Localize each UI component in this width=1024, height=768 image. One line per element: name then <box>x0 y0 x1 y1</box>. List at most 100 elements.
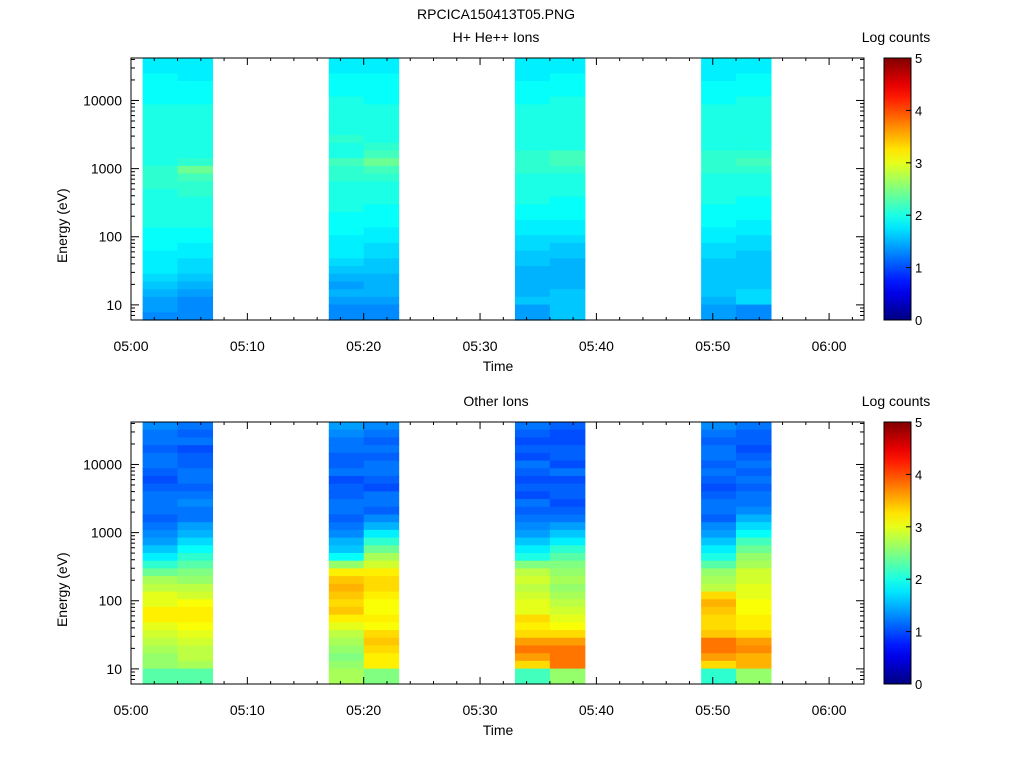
spectrogram-cell <box>142 591 179 600</box>
spectrogram-cell <box>328 630 365 639</box>
spectrogram-cell <box>514 606 551 616</box>
spectrogram-cell <box>736 537 772 546</box>
spectrogram-cell <box>328 429 365 439</box>
spectrogram-cell <box>328 568 365 577</box>
spectrogram-cell <box>549 491 586 500</box>
spectrogram-cell <box>328 273 365 283</box>
spectrogram-cell <box>514 583 551 593</box>
spectrogram-cell <box>701 483 737 492</box>
spectrogram-cell <box>549 499 586 508</box>
spectrogram-cell <box>363 189 400 198</box>
spectrogram-cell <box>177 142 214 152</box>
spectrogram-cell <box>328 181 365 190</box>
spectrogram-cell <box>549 553 586 562</box>
spectrogram-cell <box>514 242 551 252</box>
spectrogram-cell <box>701 522 737 531</box>
y-tick-label: 10 <box>106 297 122 313</box>
spectrogram-cell <box>701 460 737 469</box>
spectrogram-cell <box>549 568 586 577</box>
spectrogram-cell <box>549 142 586 152</box>
spectrogram-cell <box>549 622 586 631</box>
spectrogram-cell <box>549 475 586 485</box>
spectrogram-cell <box>701 529 737 539</box>
spectrogram-cell <box>328 173 365 182</box>
spectrogram-cell <box>701 104 737 113</box>
spectrogram-cell <box>363 88 400 98</box>
spectrogram-cell <box>363 119 400 128</box>
spectrogram-cell <box>549 135 586 144</box>
spectrogram-cell <box>736 668 772 677</box>
spectrogram-cell <box>549 158 586 167</box>
spectrogram-cell <box>328 637 365 647</box>
spectrogram-cell <box>328 583 365 593</box>
spectrogram-cell <box>514 227 551 236</box>
spectrogram-cell <box>549 127 586 136</box>
spectrogram-cell <box>549 468 586 477</box>
spectrogram-cell <box>549 242 586 252</box>
spectrogram-cell <box>514 165 551 175</box>
spectrogram-cell <box>549 104 586 113</box>
spectrogram-cell <box>142 58 179 67</box>
spectrogram-cell <box>142 304 179 313</box>
spectrogram-cell <box>142 189 179 198</box>
y-tick-label: 100 <box>99 229 123 245</box>
spectrogram-cell <box>701 445 737 454</box>
spectrogram-cell <box>142 73 179 82</box>
spectrogram-cell <box>363 499 400 508</box>
spectrogram-cell <box>549 445 586 454</box>
colorbar-tick-label: 1 <box>915 625 922 640</box>
spectrogram-cell <box>142 250 179 259</box>
spectrogram-cell <box>363 242 400 252</box>
spectrogram-cell <box>363 491 400 500</box>
spectrogram-cell <box>142 599 179 608</box>
spectrogram-cell <box>514 529 551 539</box>
spectrogram-cell <box>701 96 737 105</box>
x-tick-label: 05:50 <box>695 702 730 718</box>
spectrogram-cell <box>549 676 586 685</box>
spectrogram-cell <box>736 242 772 252</box>
spectrogram-cell <box>514 560 551 570</box>
spectrogram-cell <box>736 58 772 67</box>
spectrogram-cell <box>142 460 179 469</box>
spectrogram-cell <box>514 514 551 523</box>
spectrogram-cell <box>701 281 737 290</box>
spectrogram-cell <box>549 81 586 90</box>
spectrogram-cell <box>363 445 400 454</box>
spectrogram-cell <box>549 204 586 213</box>
spectrogram-cell <box>328 437 365 446</box>
spectrogram-cell <box>328 65 365 75</box>
spectrogram-cell <box>328 227 365 236</box>
colorbar-ticks <box>906 57 911 321</box>
spectrogram-cell <box>328 158 365 167</box>
spectrogram-cell <box>514 437 551 446</box>
spectrogram-cell <box>363 668 400 677</box>
spectrogram-cell <box>142 614 179 623</box>
spectrogram-cell <box>363 591 400 600</box>
spectrogram-cell <box>142 266 179 275</box>
spectrogram-cell <box>363 142 400 152</box>
spectrogram-cell <box>363 614 400 623</box>
spectrogram-cell <box>549 460 586 469</box>
spectrogram-cell <box>736 653 772 662</box>
spectrogram-cell <box>549 422 586 431</box>
spectrogram-cell <box>514 312 551 321</box>
colorbar: Log counts 0 1 2 3 4 5 <box>862 29 931 328</box>
spectrogram-cell <box>736 81 772 90</box>
spectrogram-cell <box>701 127 737 136</box>
spectrogram-cell <box>328 653 365 662</box>
spectrogram-cell <box>701 614 737 623</box>
spectrogram-cell <box>549 560 586 570</box>
spectrogram-cell <box>328 491 365 500</box>
spectrogram-cell <box>701 196 737 206</box>
y-tick-label: 10000 <box>83 456 122 472</box>
spectrogram-cell <box>514 181 551 190</box>
spectrogram-cell <box>549 437 586 446</box>
spectrogram-cell <box>363 65 400 75</box>
spectrogram-cell <box>177 499 214 508</box>
spectrogram-cell <box>328 545 365 554</box>
spectrogram-cell <box>177 88 214 98</box>
axis-ticks <box>130 422 864 685</box>
spectrogram-cell <box>142 653 179 662</box>
spectrogram-cell <box>701 135 737 144</box>
y-tick-label: 100 <box>99 593 123 609</box>
